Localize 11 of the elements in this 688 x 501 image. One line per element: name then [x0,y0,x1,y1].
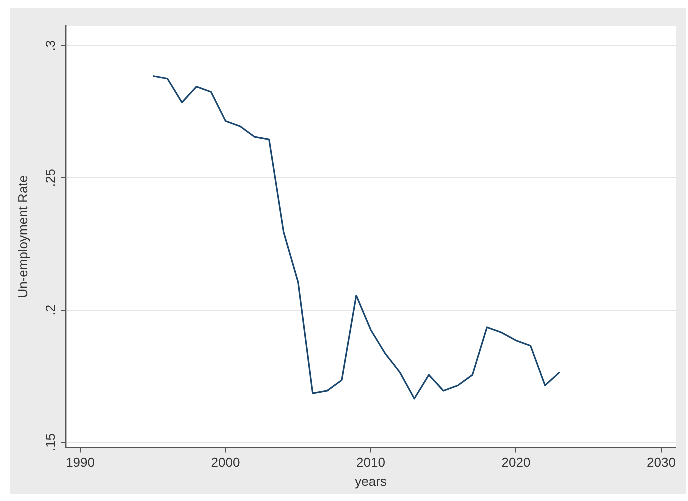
x-tick-label: 1990 [66,455,95,470]
y-tick-label: .25 [43,169,58,188]
x-tick-label: 2010 [356,455,386,470]
x-tick-label: 2000 [211,455,240,470]
y-tick-label: .3 [43,40,58,52]
x-axis-title: years [355,474,388,489]
x-tick-label: 2030 [647,455,676,470]
y-axis-title: Un-employment Rate [15,175,30,298]
y-tick-label: .15 [43,433,58,452]
x-tick-label: 2020 [502,455,531,470]
y-tick-label: .2 [43,304,58,316]
